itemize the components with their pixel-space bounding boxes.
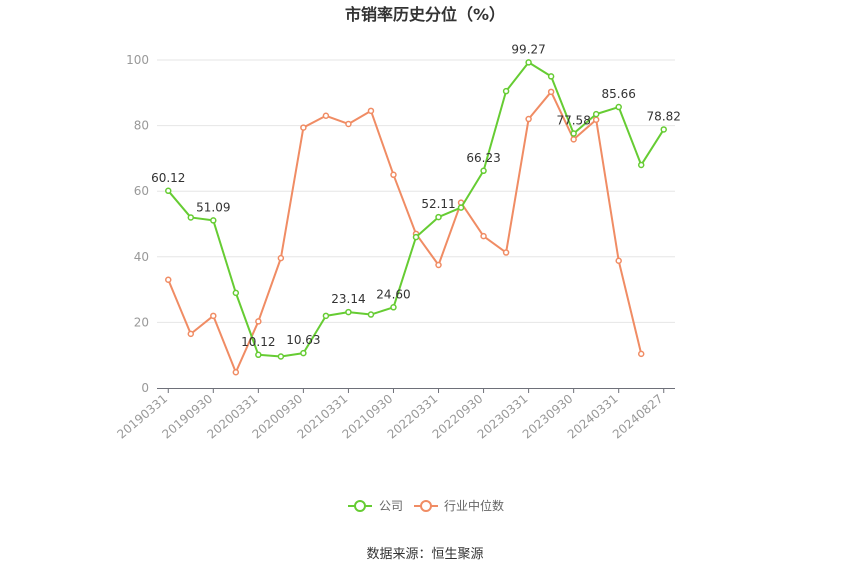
data-point[interactable] <box>435 261 442 269</box>
data-point[interactable] <box>367 107 375 115</box>
data-point[interactable] <box>570 136 577 143</box>
data-label: 10.63 <box>286 333 320 347</box>
axes: 0204060801002019033120190930202003312020… <box>114 53 675 442</box>
y-tick-label: 20 <box>134 315 149 329</box>
data-label: 23.14 <box>331 292 365 306</box>
data-point[interactable] <box>615 103 622 111</box>
y-tick-label: 100 <box>126 53 149 67</box>
data-point[interactable] <box>525 59 532 66</box>
series-line <box>167 90 643 374</box>
legend-item-company[interactable]: 公司 <box>348 499 403 513</box>
data-point[interactable] <box>232 369 240 376</box>
data-label: 66.23 <box>466 151 500 165</box>
data-point[interactable] <box>637 350 645 358</box>
data-point[interactable] <box>255 318 262 325</box>
legend-label: 公司 <box>379 499 403 513</box>
data-point[interactable] <box>345 120 352 128</box>
data-point[interactable] <box>615 257 622 264</box>
data-point[interactable] <box>165 276 172 284</box>
source-note: 数据来源：恒生聚源 <box>366 547 483 562</box>
data-point[interactable] <box>210 312 217 320</box>
data-point[interactable] <box>570 130 577 137</box>
grid <box>157 59 675 323</box>
series-layer <box>165 59 667 376</box>
y-tick-label: 40 <box>134 250 149 264</box>
data-point[interactable] <box>412 233 420 241</box>
y-tick-label: 60 <box>134 184 149 198</box>
data-label: 77.58 <box>556 114 590 128</box>
chart-title: 市销率历史分位（%） <box>345 5 505 24</box>
legend-marker-icon <box>354 500 366 512</box>
data-point[interactable] <box>232 289 240 297</box>
data-point[interactable] <box>300 124 307 131</box>
data-point[interactable] <box>480 232 487 240</box>
data-point[interactable] <box>480 167 487 175</box>
y-tick-label: 80 <box>134 119 149 133</box>
data-point[interactable] <box>345 308 352 316</box>
data-point[interactable] <box>210 217 217 224</box>
data-label: 24.60 <box>376 287 410 301</box>
data-point[interactable] <box>187 330 195 338</box>
series-line <box>167 61 665 358</box>
data-label: 85.66 <box>602 87 636 101</box>
legend-item-industry-median[interactable]: 行业中位数 <box>414 498 504 513</box>
data-point[interactable] <box>502 249 510 256</box>
data-point[interactable] <box>322 312 330 320</box>
data-point[interactable] <box>187 214 195 221</box>
data-point[interactable] <box>390 171 397 179</box>
data-point[interactable] <box>277 254 285 262</box>
data-point[interactable] <box>637 161 645 169</box>
data-point[interactable] <box>300 349 307 357</box>
data-point[interactable] <box>502 87 510 95</box>
data-point[interactable] <box>457 204 465 211</box>
data-point[interactable] <box>525 115 532 123</box>
data-point[interactable] <box>592 110 600 118</box>
data-label: 99.27 <box>511 42 545 56</box>
data-label: 60.12 <box>151 171 185 185</box>
legend[interactable]: 公司 行业中位数 <box>348 498 504 513</box>
data-point[interactable] <box>277 353 285 360</box>
y-tick-label: 0 <box>141 381 149 395</box>
data-point[interactable] <box>547 73 555 80</box>
data-label: 51.09 <box>196 200 230 214</box>
x-tick-label: 20240827 <box>610 392 666 442</box>
data-point[interactable] <box>660 126 667 133</box>
data-point[interactable] <box>255 351 262 359</box>
series-1 <box>165 88 645 376</box>
data-labels: 60.12 51.09 10.12 10.63 23.14 24.60 52.11 66.23… <box>151 42 681 348</box>
data-label: 10.12 <box>241 335 275 349</box>
data-point[interactable] <box>322 112 330 120</box>
data-point[interactable] <box>547 88 555 96</box>
series-0 <box>165 59 667 360</box>
data-label: 78.82 <box>647 109 681 123</box>
data-point[interactable] <box>367 311 375 318</box>
data-point[interactable] <box>165 187 172 195</box>
legend-label: 行业中位数 <box>444 498 504 513</box>
data-point[interactable] <box>435 213 442 221</box>
legend-marker-icon <box>420 500 432 512</box>
data-label: 52.11 <box>421 197 455 211</box>
data-point[interactable] <box>592 116 600 123</box>
data-point[interactable] <box>390 304 397 311</box>
